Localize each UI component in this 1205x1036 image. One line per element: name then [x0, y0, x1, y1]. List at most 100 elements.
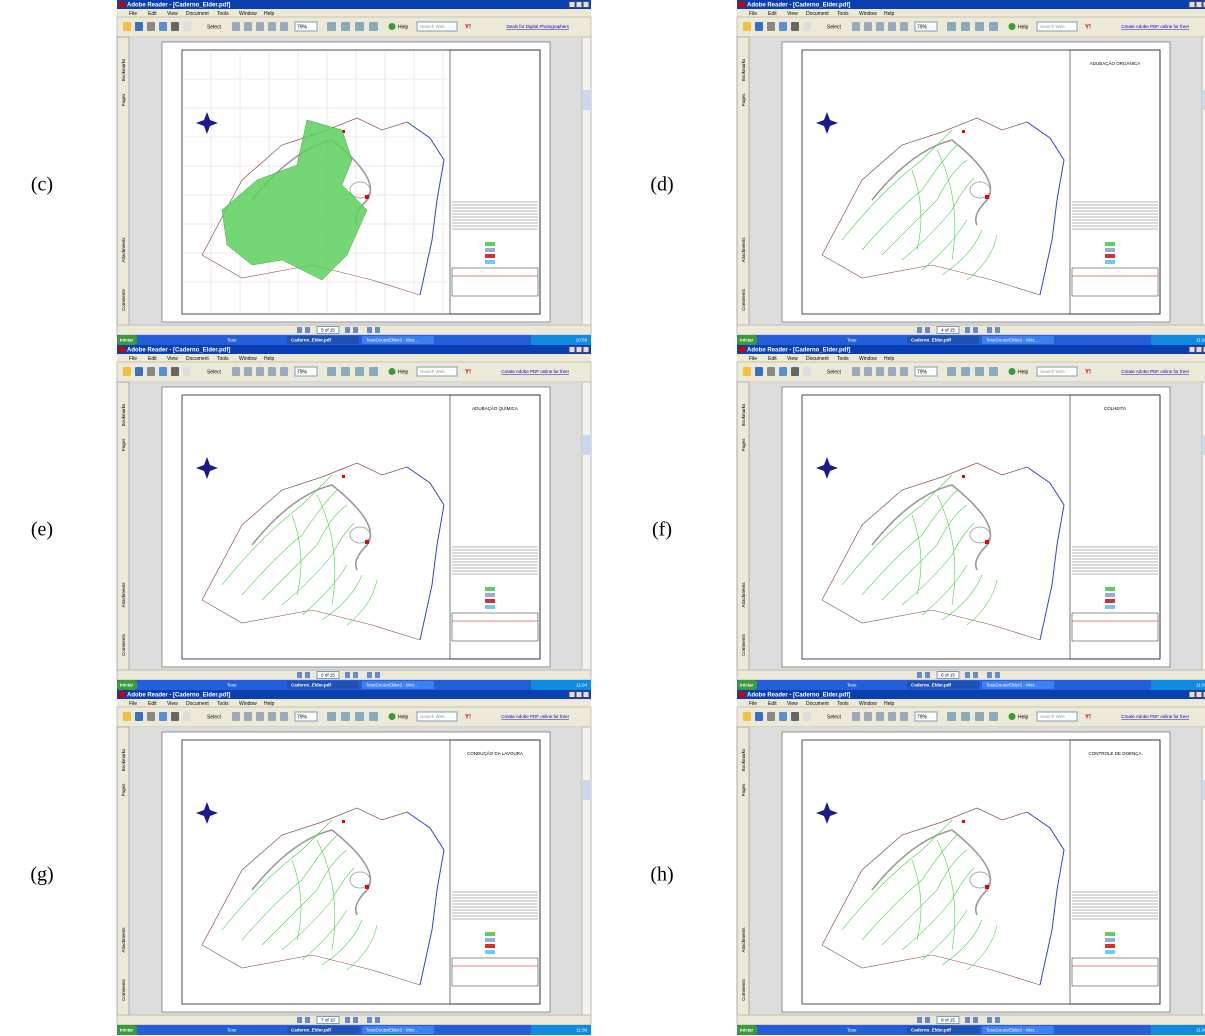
toolbar-icon[interactable]	[791, 712, 799, 721]
nav-tab[interactable]: Attachments	[741, 582, 746, 608]
toolbar-icon[interactable]	[244, 22, 252, 31]
help-button[interactable]: Help	[398, 714, 409, 720]
toolbar-icon[interactable]	[888, 22, 896, 31]
nav-tab[interactable]: Attachments	[121, 927, 126, 953]
scroll-thumb[interactable]	[583, 780, 590, 800]
nav-button[interactable]	[297, 672, 302, 678]
menu-item[interactable]: Window	[239, 356, 257, 362]
toolbar-icon[interactable]	[767, 22, 775, 31]
menu-item[interactable]: Edit	[768, 701, 777, 707]
nav-button[interactable]	[353, 1017, 358, 1023]
nav-button[interactable]	[917, 672, 922, 678]
menu-item[interactable]: View	[787, 701, 798, 707]
toolbar-icon[interactable]	[341, 367, 350, 376]
help-button[interactable]: Help	[398, 24, 409, 30]
toolbar-icon[interactable]	[147, 367, 155, 376]
toolbar-icon[interactable]	[852, 712, 860, 721]
nav-tab[interactable]: Bookmarks	[121, 748, 126, 771]
menu-item[interactable]: Tools	[217, 701, 229, 707]
folder-item[interactable]: Tese	[847, 338, 857, 343]
nav-tab[interactable]: Bookmarks	[741, 748, 746, 771]
nav-button[interactable]	[305, 1017, 310, 1023]
nav-button[interactable]	[995, 672, 1000, 678]
toolbar-icon[interactable]	[975, 712, 984, 721]
toolbar-icon[interactable]	[159, 712, 167, 721]
toolbar-icon[interactable]	[327, 712, 336, 721]
menu-item[interactable]: Document	[806, 701, 829, 707]
nav-button[interactable]	[367, 672, 372, 678]
menu-item[interactable]: View	[167, 11, 178, 17]
window-button[interactable]	[576, 2, 582, 8]
window-button[interactable]	[1189, 347, 1195, 353]
toolbar-icon[interactable]	[159, 367, 167, 376]
menu-item[interactable]: View	[787, 356, 798, 362]
menu-item[interactable]: Window	[239, 701, 257, 707]
toolbar-icon[interactable]	[743, 22, 751, 31]
toolbar-icon[interactable]	[232, 712, 240, 721]
menu-item[interactable]: Document	[806, 11, 829, 17]
scrollbar[interactable]	[582, 727, 591, 1015]
toolbar-icon[interactable]	[280, 367, 288, 376]
toolbar-icon[interactable]	[369, 367, 378, 376]
nav-tab[interactable]: Comments	[121, 978, 126, 1001]
menu-item[interactable]: Window	[859, 11, 877, 17]
scrollbar[interactable]	[582, 382, 591, 670]
toolbar-icon[interactable]	[755, 22, 763, 31]
scroll-thumb[interactable]	[583, 90, 590, 110]
menu-item[interactable]: Document	[186, 11, 209, 17]
toolbar-icon[interactable]	[123, 367, 131, 376]
toolbar-icon[interactable]	[123, 22, 131, 31]
toolbar-icon[interactable]	[327, 367, 336, 376]
nav-button[interactable]	[965, 1017, 970, 1023]
help-button[interactable]: Help	[1018, 24, 1029, 30]
menu-item[interactable]: Window	[859, 356, 877, 362]
toolbar-icon[interactable]	[355, 712, 364, 721]
nav-tab[interactable]: Pages	[741, 438, 746, 452]
menu-item[interactable]: File	[749, 356, 757, 362]
toolbar-icon[interactable]	[947, 712, 956, 721]
nav-tab[interactable]: Bookmarks	[741, 403, 746, 426]
nav-tab[interactable]: Bookmarks	[121, 403, 126, 426]
toolbar-icon[interactable]	[900, 22, 908, 31]
toolbar-icon[interactable]	[888, 367, 896, 376]
ad-link[interactable]: Create Adobe PDF online for free!	[1121, 24, 1189, 29]
toolbar-icon[interactable]	[244, 367, 252, 376]
toolbar-icon[interactable]	[864, 367, 872, 376]
toolbar-icon[interactable]	[900, 712, 908, 721]
nav-button[interactable]	[987, 672, 992, 678]
window-button[interactable]	[1196, 692, 1202, 698]
toolbar-icon[interactable]	[135, 712, 143, 721]
nav-button[interactable]	[353, 672, 358, 678]
menu-item[interactable]: File	[129, 356, 137, 362]
nav-tab[interactable]: Attachments	[121, 237, 126, 263]
toolbar-icon[interactable]	[147, 22, 155, 31]
menu-item[interactable]: View	[167, 356, 178, 362]
toolbar-icon[interactable]	[369, 22, 378, 31]
window-button[interactable]	[1189, 2, 1195, 8]
menu-item[interactable]: Help	[884, 11, 895, 17]
menu-item[interactable]: Window	[859, 701, 877, 707]
toolbar-icon[interactable]	[341, 712, 350, 721]
nav-button[interactable]	[987, 1017, 992, 1023]
window-button[interactable]	[1196, 2, 1202, 8]
nav-tab[interactable]: Pages	[121, 783, 126, 797]
nav-button[interactable]	[965, 327, 970, 333]
menu-item[interactable]: Help	[884, 701, 895, 707]
toolbar-icon[interactable]	[183, 367, 191, 376]
help-button[interactable]: Help	[1018, 714, 1029, 720]
menu-item[interactable]: Edit	[768, 356, 777, 362]
menu-item[interactable]: Document	[186, 701, 209, 707]
ad-link[interactable]: Create Adobe PDF online for free!	[1121, 714, 1189, 719]
menu-item[interactable]: File	[749, 11, 757, 17]
select-tool[interactable]: Select	[827, 24, 842, 30]
folder-item[interactable]: Tese	[227, 683, 237, 688]
nav-button[interactable]	[375, 1017, 380, 1023]
nav-button[interactable]	[345, 672, 350, 678]
menu-item[interactable]: Edit	[148, 701, 157, 707]
toolbar-icon[interactable]	[256, 712, 264, 721]
nav-tab[interactable]: Comments	[121, 288, 126, 311]
menu-item[interactable]: Edit	[148, 11, 157, 17]
toolbar-icon[interactable]	[755, 367, 763, 376]
toolbar-icon[interactable]	[767, 712, 775, 721]
nav-button[interactable]	[367, 1017, 372, 1023]
